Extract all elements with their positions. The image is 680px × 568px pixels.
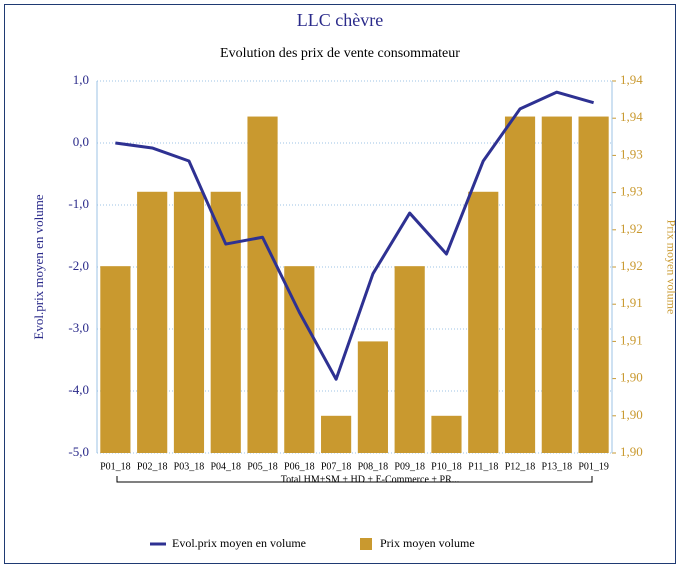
x-tick-label: P12_18: [505, 461, 536, 472]
x-tick-label: P08_18: [358, 461, 389, 472]
x-tick-label: P01_18: [100, 461, 131, 472]
bar: [578, 116, 609, 454]
bar: [321, 415, 352, 453]
bar: [394, 266, 425, 453]
y-tick-label: -2,0: [68, 258, 89, 273]
bar: [247, 116, 278, 454]
bar: [100, 266, 131, 453]
y2-tick-label: 1,92: [620, 258, 643, 273]
y2-tick-label: 1,93: [620, 146, 643, 161]
bar: [210, 191, 241, 454]
y2-tick-label: 1,91: [620, 295, 643, 310]
x-tick-label: P03_18: [174, 461, 205, 472]
y2-tick-label: 1,92: [620, 221, 643, 236]
y-tick-label: 1,0: [73, 72, 89, 87]
y-axis-title: Evol.prix moyen en volume: [31, 194, 46, 339]
y2-tick-label: 1,94: [620, 72, 643, 87]
y2-tick-label: 1,90: [620, 407, 643, 422]
x-tick-label: P01_19: [578, 461, 609, 472]
legend-label: Evol.prix moyen en volume: [172, 536, 306, 550]
bar: [504, 116, 536, 454]
bar: [284, 266, 315, 453]
y2-tick-label: 1,93: [620, 184, 643, 199]
x-tick-label: P02_18: [137, 461, 168, 472]
legend-swatch: [360, 538, 372, 550]
bar: [541, 116, 572, 454]
y2-tick-label: 1,91: [620, 332, 643, 347]
y-tick-label: -1,0: [68, 196, 89, 211]
legend-label: Prix moyen volume: [380, 536, 475, 550]
y-tick-label: -3,0: [68, 320, 89, 335]
line: [115, 90, 595, 381]
x-tick-label: P07_18: [321, 461, 352, 472]
y2-tick-label: 1,90: [620, 444, 643, 459]
y-tick-label: -5,0: [68, 444, 89, 459]
y2-axis-title: Prix moyen volume: [664, 220, 678, 315]
group-label: Total HM+SM + HD + E-Commerce + PR...: [281, 474, 460, 485]
x-tick-label: P06_18: [284, 461, 315, 472]
x-tick-label: P05_18: [247, 461, 278, 472]
group-bracket: [116, 476, 593, 483]
bar: [431, 415, 462, 453]
y-tick-label: 0,0: [73, 134, 89, 149]
x-tick-label: P04_18: [210, 461, 241, 472]
chart-title: LLC chèvre: [297, 10, 383, 30]
x-tick-label: P11_18: [468, 461, 498, 472]
y2-tick-label: 1,90: [620, 370, 643, 385]
bar: [173, 191, 205, 454]
bar: [468, 191, 499, 454]
bar: [137, 191, 168, 454]
y-tick-label: -4,0: [68, 382, 89, 397]
chart-subtitle: Evolution des prix de vente consommateur: [220, 46, 460, 61]
bar: [357, 341, 388, 453]
x-tick-label: P10_18: [431, 461, 462, 472]
y2-tick-label: 1,94: [620, 109, 643, 124]
x-tick-label: P13_18: [542, 461, 573, 472]
x-tick-label: P09_18: [394, 461, 425, 472]
